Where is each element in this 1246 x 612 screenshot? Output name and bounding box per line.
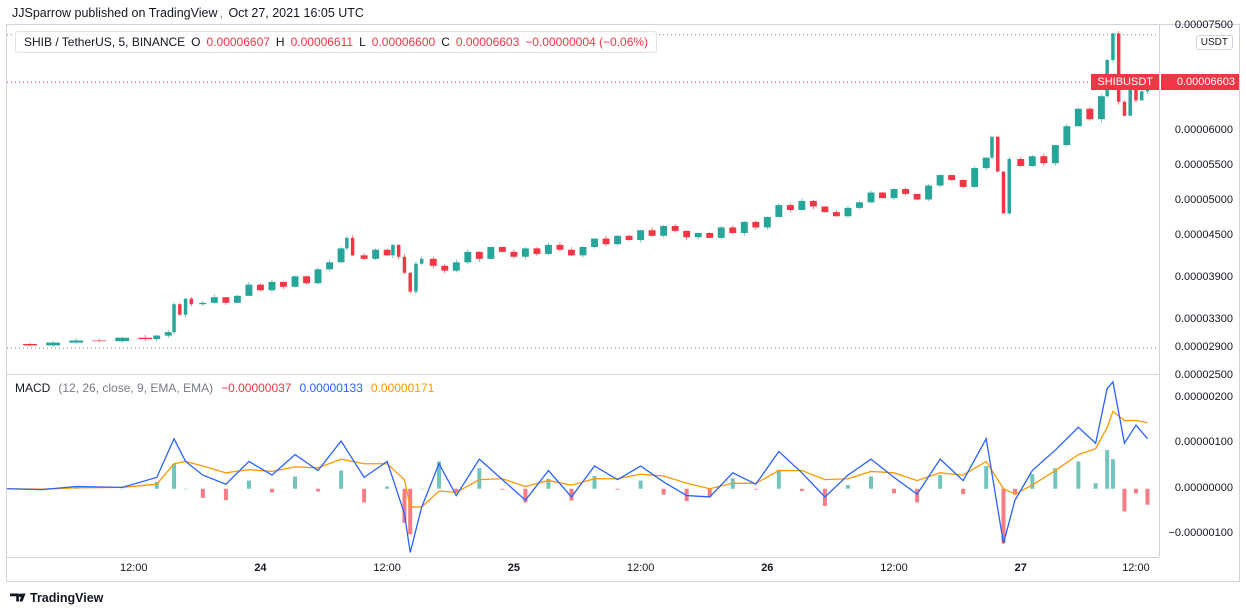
macd-params: (12, 26, close, 9, EMA, EMA) [58,381,213,395]
ohlc-open: 0.00006607 [207,35,270,49]
time-label: 12:00 [880,562,908,574]
ohlc-h-label: H [276,35,285,49]
price-axis[interactable]: USDT 0.000075000.000060000.000055000.000… [1159,25,1239,375]
macd-tick: 0.00000200 [1175,391,1233,403]
time-label: 12:00 [1122,562,1150,574]
macd-tick: 0.00000100 [1175,436,1233,448]
ohlc-o-label: O [191,35,200,49]
change-value: −0.00000004 (−0.06%) [525,35,648,49]
currency-label: USDT [1196,35,1233,50]
price-tick: 0.00003300 [1175,313,1233,325]
ohlc-l-label: L [359,35,366,49]
current-price-tag: 0.00006603 [1161,74,1239,90]
price-chart-svg [7,25,1159,374]
macd-tick: 0.00000000 [1175,482,1233,494]
symbol-label: SHIB / TetherUS, 5, BINANCE [24,35,185,49]
symbol-price-tag: SHIBUSDT [1091,74,1159,90]
ohlc-close: 0.00006603 [456,35,519,49]
macd-legend: MACD (12, 26, close, 9, EMA, EMA) −0.000… [15,381,434,395]
site-name: TradingView [149,6,218,20]
macd-hist-value: −0.00000037 [221,381,291,395]
main-legend: SHIB / TetherUS, 5, BINANCE O0.00006607 … [15,31,657,53]
time-label: 12:00 [373,562,401,574]
macd-chart-svg [7,375,1159,557]
price-tick: 0.00003900 [1175,271,1233,283]
price-tick: 0.00005500 [1175,159,1233,171]
publication-header: JJSparrow published on TradingView, Oct … [12,6,364,20]
pub-verb: published on [75,6,146,20]
main-chart[interactable]: SHIB / TetherUS, 5, BINANCE O0.00006607 … [7,25,1159,375]
macd-line-value: 0.00000133 [299,381,362,395]
ohlc-high: 0.00006611 [291,35,354,49]
time-label: 12:00 [627,562,655,574]
macd-signal-value: 0.00000171 [371,381,434,395]
footer-brand-text: TradingView [30,591,103,605]
macd-tick: −0.00000100 [1168,527,1233,539]
macd-axis[interactable]: 0.00000200 0.00000100 0.00000000 −0.0000010… [1159,375,1239,557]
tradingview-logo-icon [10,590,26,606]
macd-label: MACD [15,381,50,395]
time-label: 12:00 [120,562,148,574]
pub-date: Oct 27, 2021 16:05 UTC [228,6,364,20]
ohlc-c-label: C [441,35,450,49]
chart-container: SHIB / TetherUS, 5, BINANCE O0.00006607 … [6,24,1240,582]
time-label: 27 [1015,562,1027,574]
author-name: JJSparrow [12,6,71,20]
time-label: 24 [254,562,266,574]
time-label: 25 [508,562,520,574]
time-axis[interactable]: 12:00 24 12:00 25 12:00 26 12:00 27 12:00 [7,557,1159,581]
ohlc-low: 0.00006600 [372,35,435,49]
price-tick: 0.00006000 [1175,124,1233,136]
footer-brand: TradingView [10,590,103,606]
price-tick: 0.00004500 [1175,229,1233,241]
macd-chart[interactable]: MACD (12, 26, close, 9, EMA, EMA) −0.000… [7,375,1159,557]
time-label: 26 [761,562,773,574]
price-tick: 0.00002900 [1175,341,1233,353]
price-tick: 0.00007500 [1175,19,1233,31]
price-tick: 0.00005000 [1175,194,1233,206]
